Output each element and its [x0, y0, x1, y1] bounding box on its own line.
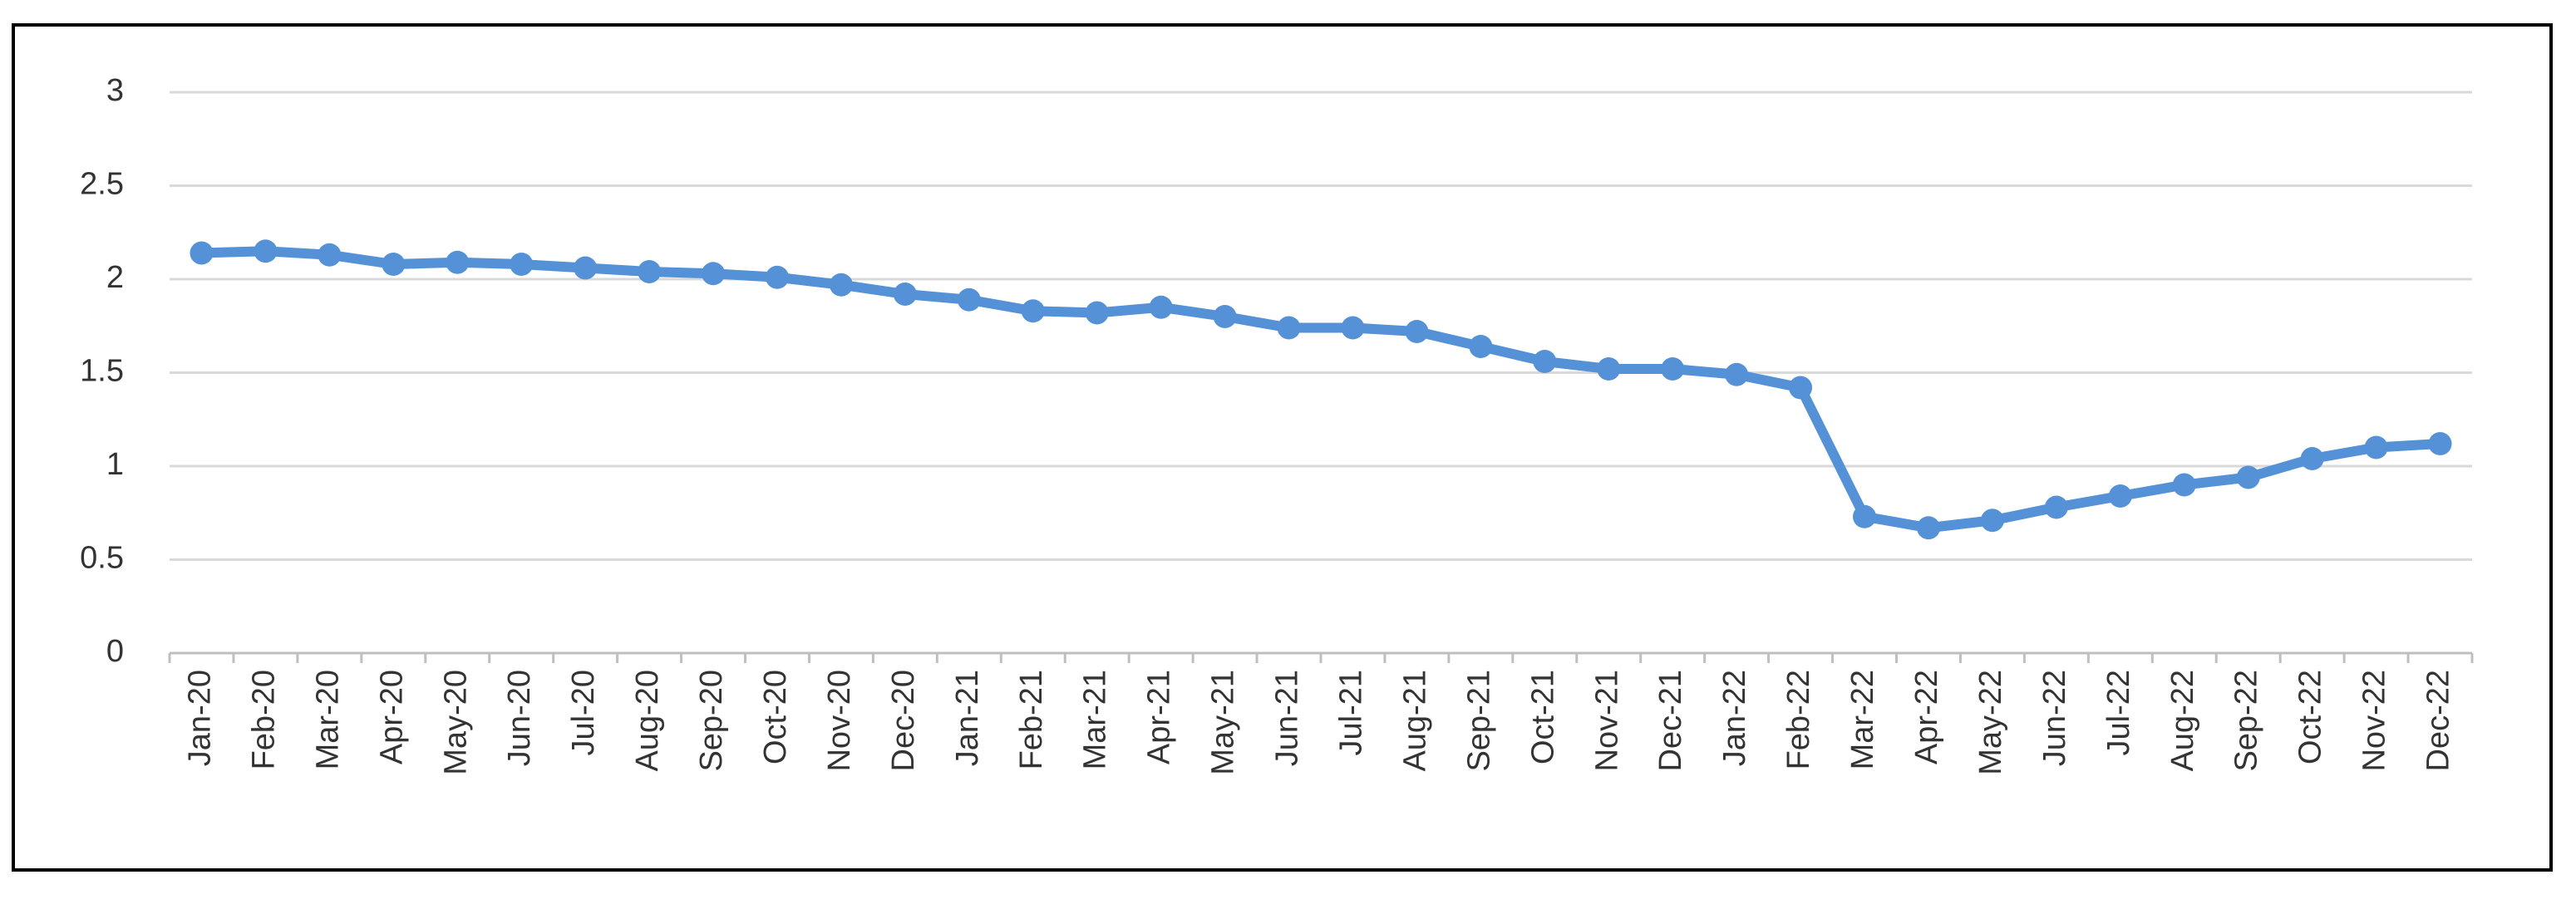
- data-point: [2172, 473, 2196, 497]
- data-point: [829, 273, 853, 297]
- x-tick-label: Aug-22: [2165, 670, 2200, 772]
- data-point: [190, 241, 214, 265]
- x-tick-label: Mar-20: [310, 670, 345, 769]
- x-tick-label: Dec-21: [1653, 670, 1688, 772]
- x-tick-label: Oct-22: [2293, 670, 2328, 764]
- data-point: [1789, 376, 1813, 400]
- y-tick-label: 1: [106, 447, 124, 482]
- data-point: [2300, 447, 2324, 470]
- x-tick-label: Nov-22: [2357, 670, 2392, 772]
- chart-border: [12, 23, 2553, 872]
- data-point: [1341, 316, 1365, 340]
- data-point: [254, 239, 278, 263]
- data-point: [1980, 509, 2004, 533]
- data-point: [765, 265, 789, 289]
- x-tick-label: May-22: [1973, 670, 2008, 775]
- x-tick-label: Sep-20: [694, 670, 729, 772]
- x-tick-label: Sep-22: [2229, 670, 2264, 772]
- x-tick-label: Apr-22: [1909, 670, 1944, 764]
- data-point: [1213, 305, 1237, 328]
- x-tick-label: Jul-22: [2101, 670, 2136, 756]
- data-point: [1405, 320, 1429, 343]
- y-tick-label: 0.5: [80, 541, 124, 576]
- x-tick-label: Jul-20: [566, 670, 601, 756]
- x-tick-label: Mar-21: [1078, 670, 1113, 769]
- data-point: [1469, 335, 1493, 358]
- x-tick-label: Aug-20: [630, 670, 665, 772]
- data-point: [510, 253, 534, 276]
- data-point: [1085, 301, 1109, 325]
- x-tick-label: Jan-21: [950, 670, 985, 766]
- x-tick-label: Aug-21: [1397, 670, 1432, 772]
- data-point: [2236, 465, 2260, 489]
- y-tick-label: 1.5: [80, 354, 124, 389]
- data-point: [702, 262, 726, 286]
- x-tick-label: Feb-21: [1014, 670, 1049, 769]
- x-tick-label: Nov-20: [822, 670, 857, 772]
- x-tick-label: Jan-22: [1717, 670, 1752, 766]
- data-point: [2428, 432, 2452, 455]
- x-tick-label: Jun-20: [502, 670, 537, 766]
- x-tick-label: Jun-22: [2037, 670, 2072, 766]
- x-tick-label: Jul-21: [1334, 670, 1369, 756]
- data-point: [1916, 516, 1940, 540]
- data-point: [1725, 362, 1749, 386]
- x-tick-label: Mar-22: [1845, 670, 1880, 769]
- data-point: [1277, 316, 1301, 340]
- y-tick-label: 2: [106, 260, 124, 295]
- data-point: [382, 253, 406, 276]
- data-point: [1149, 295, 1173, 319]
- data-point: [638, 260, 662, 283]
- x-tick-label: Dec-20: [886, 670, 921, 772]
- data-point: [574, 256, 598, 280]
- data-point: [2364, 435, 2388, 459]
- x-tick-label: Apr-20: [374, 670, 409, 764]
- data-point: [1533, 350, 1557, 373]
- data-point: [2044, 495, 2068, 519]
- x-tick-label: Sep-21: [1461, 670, 1496, 772]
- data-point: [1021, 299, 1045, 323]
- x-tick-label: Apr-21: [1142, 670, 1177, 764]
- y-tick-label: 0: [106, 634, 124, 669]
- data-point: [893, 283, 917, 306]
- x-tick-label: May-21: [1206, 670, 1241, 775]
- x-tick-label: Oct-21: [1525, 670, 1560, 764]
- x-tick-label: Oct-20: [758, 670, 793, 764]
- data-point: [446, 250, 470, 274]
- data-point: [1853, 504, 1877, 528]
- data-point: [1661, 357, 1685, 381]
- x-tick-label: Feb-22: [1781, 670, 1816, 769]
- x-tick-label: Dec-22: [2421, 670, 2456, 772]
- y-tick-label: 2.5: [80, 167, 124, 202]
- x-tick-label: Nov-21: [1589, 670, 1624, 772]
- data-point: [957, 287, 981, 312]
- y-tick-label: 3: [106, 73, 124, 108]
- x-tick-label: Jan-20: [183, 670, 218, 766]
- data-point: [2108, 484, 2132, 508]
- data-point: [318, 243, 342, 267]
- x-tick-label: Jun-21: [1270, 670, 1305, 766]
- data-point: [1597, 357, 1621, 381]
- x-tick-label: May-20: [438, 670, 473, 775]
- x-tick-label: Feb-20: [246, 670, 281, 769]
